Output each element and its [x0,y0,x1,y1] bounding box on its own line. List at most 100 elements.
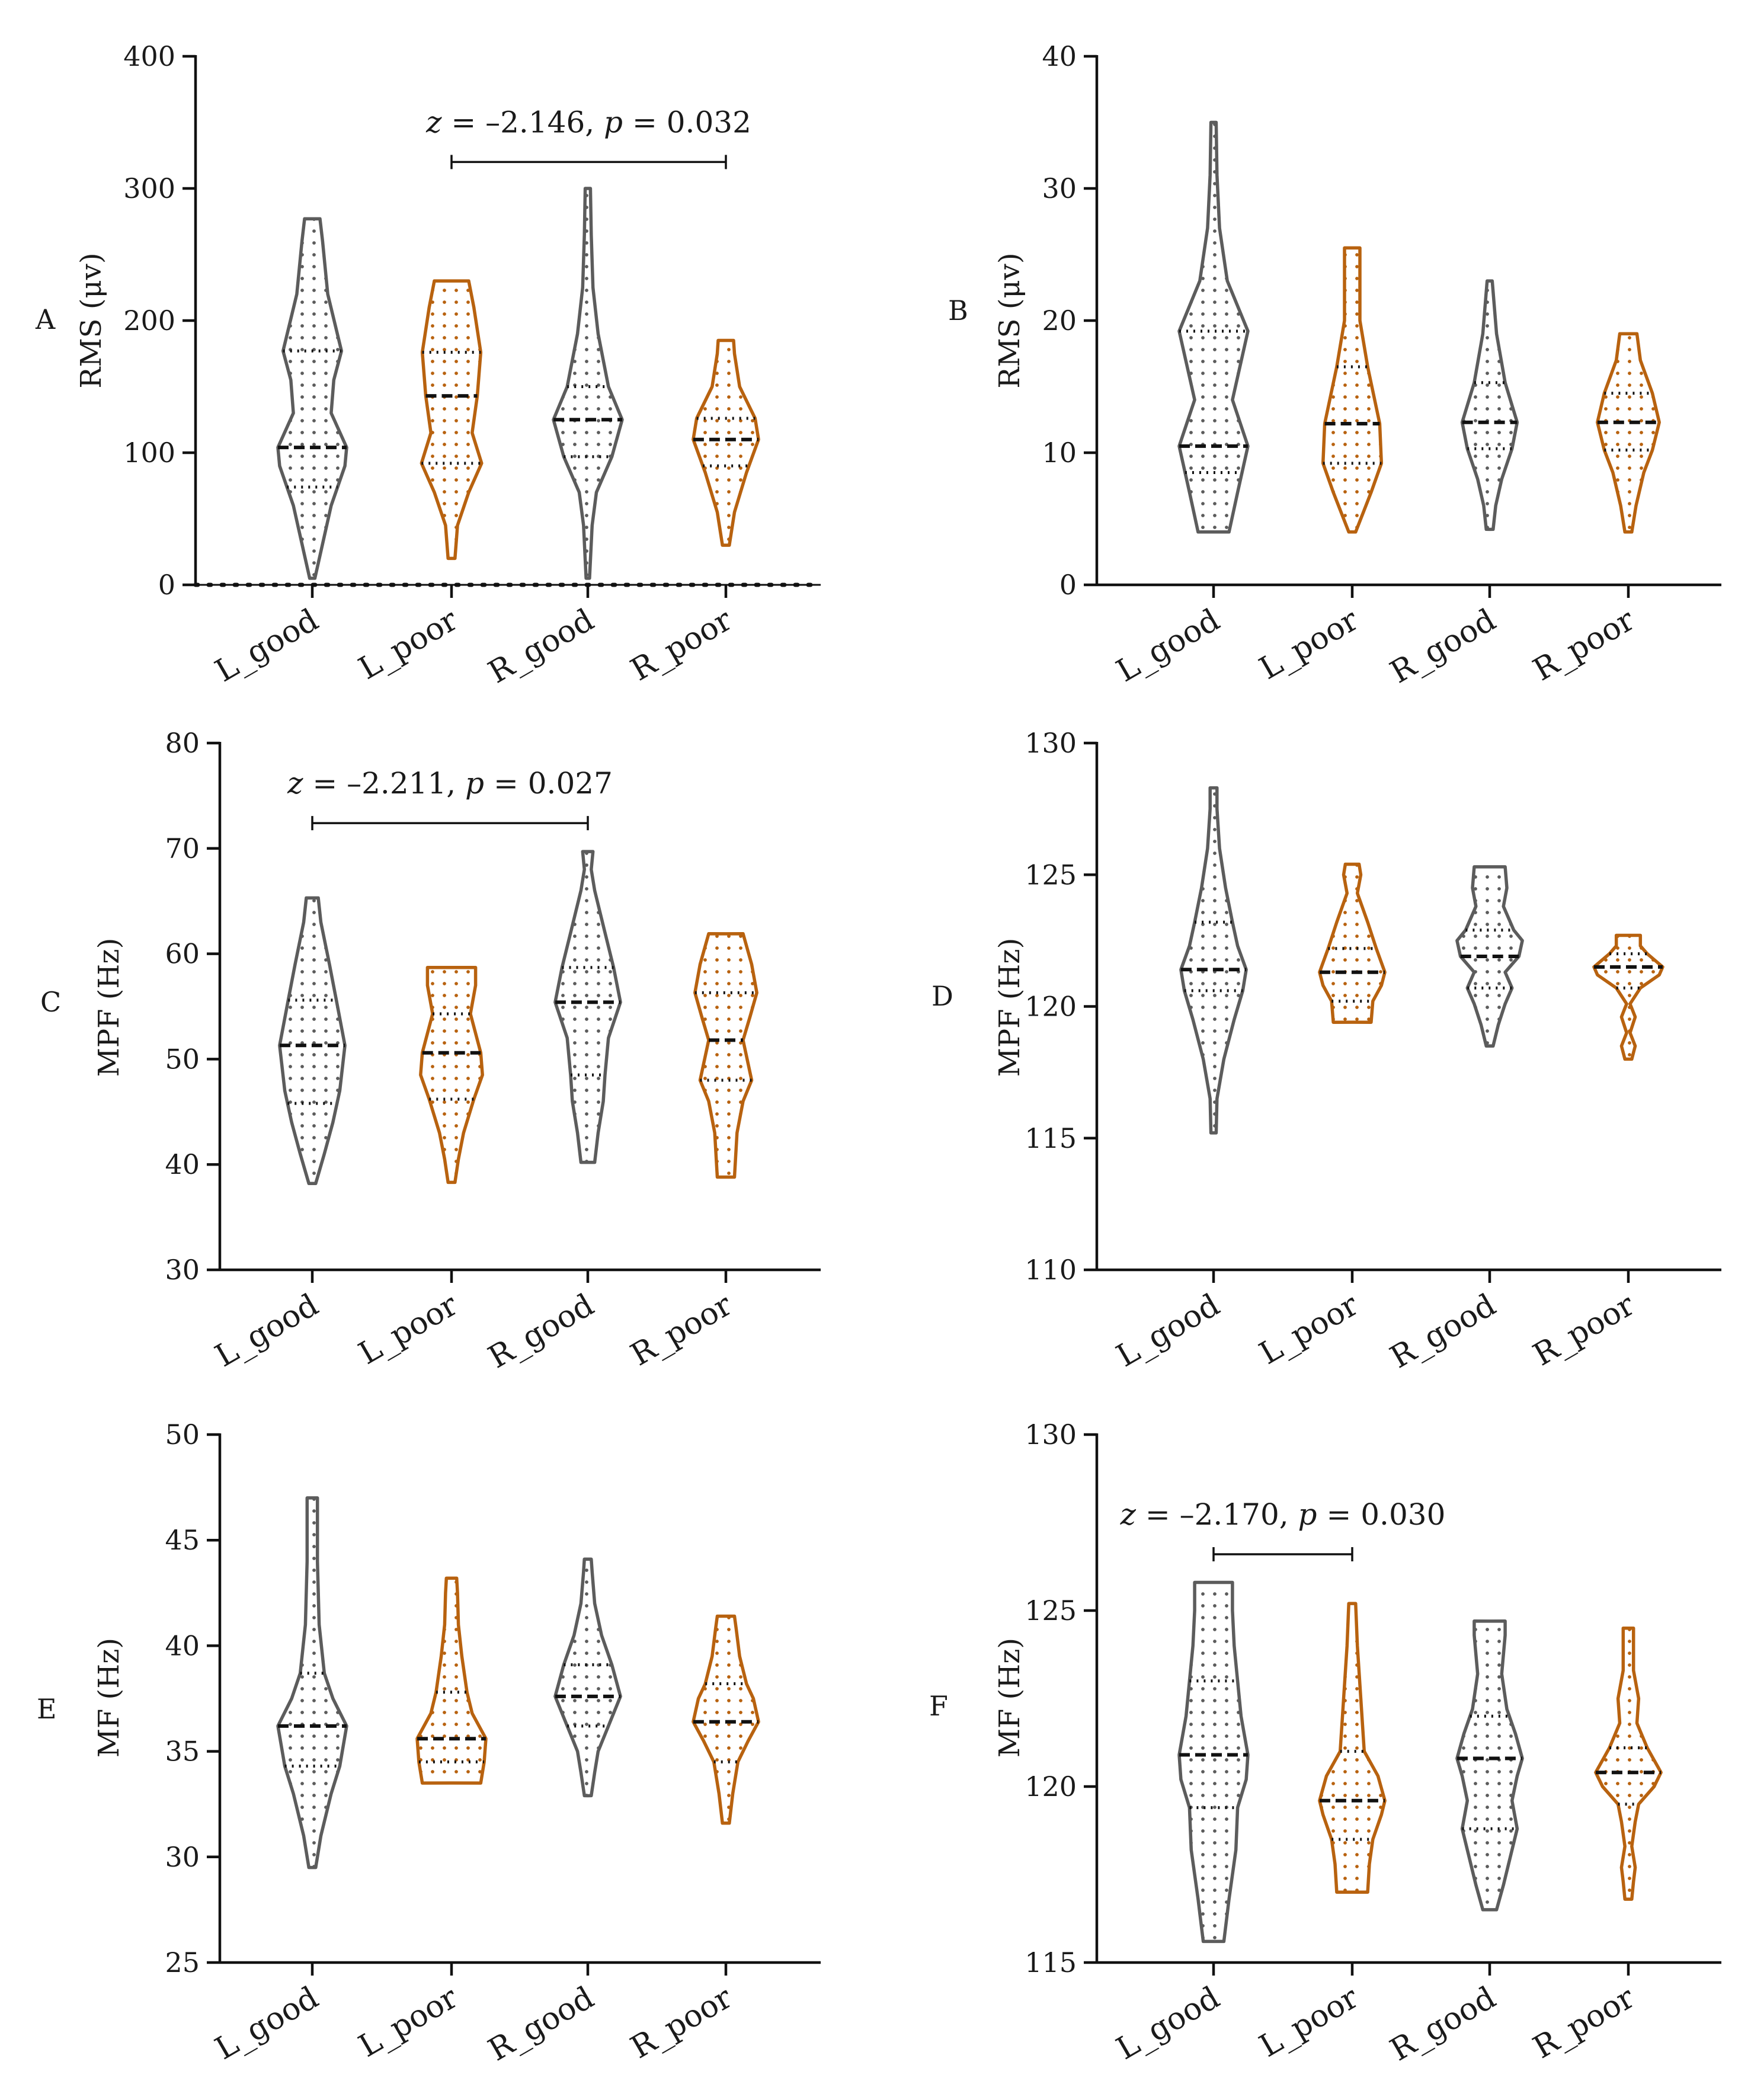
y-tick-label: 125 [1025,859,1077,891]
violin-good [1179,786,1248,1135]
x-category-label: L_good [1110,602,1225,689]
x-category-label: R_good [482,1287,600,1375]
panel-letter: C [40,986,61,1018]
x-category-label: R_poor [1527,602,1640,688]
violin-good [1460,279,1519,532]
y-tick-label: 25 [165,1947,200,1979]
panel-letter: A [35,303,56,335]
y-tick-label: 115 [1025,1947,1077,1979]
y-tick-label: 0 [158,569,175,601]
violin-poor [1594,1626,1663,1901]
panel-f-mf-chart: F 115 120 125 130 MF (Hz) L_good L_poor R_good R… [929,1419,1721,2068]
panel-letter: E [37,1693,57,1725]
violin-good [1177,1580,1250,1944]
y-tick-label: 35 [165,1736,200,1768]
panel-letter: B [948,294,968,326]
y-tick-label: 115 [1025,1122,1077,1154]
x-category-label: L_poor [353,1287,463,1372]
x-category-label: R_poor [625,602,738,688]
y-tick-label: 0 [1059,569,1077,601]
y-axis-title: RMS (μv) [75,252,108,388]
y-tick-label: 40 [165,1148,200,1180]
violin-good [1455,1619,1524,1912]
y-tick-label: 50 [165,1043,200,1075]
violin-poor [1596,332,1661,534]
y-tick-label: 130 [1025,1419,1077,1451]
x-category-label: L_good [1110,1287,1225,1374]
y-tick-label: 120 [1025,1771,1077,1803]
x-category-label: L_poor [1253,602,1364,687]
x-category-label: R_good [482,602,600,690]
violin-poor [1318,1602,1387,1894]
violin-poor [415,1576,488,1785]
y-tick-label: 60 [165,938,200,970]
y-tick-label: 30 [1042,172,1077,204]
y-tick-label: 40 [1042,40,1077,72]
y-axis-title: MF (Hz) [92,1638,126,1758]
violin-good [552,187,624,580]
y-tick-label: 130 [1025,727,1077,759]
violin-poor [420,279,484,561]
y-tick-label: 300 [123,172,175,204]
violin-poor [692,338,760,547]
violin-poor [419,965,484,1185]
significance-label: z = –2.170, p = 0.030 [1120,1497,1446,1532]
x-category-label: L_poor [353,602,463,687]
y-tick-label: 30 [165,1254,200,1286]
violin-good [276,1496,348,1869]
y-tick-label: 125 [1025,1595,1077,1627]
x-category-label: R_good [482,1980,600,2068]
x-category-label: R_poor [625,1287,738,1373]
panel-e-mf-chart: E 25 30 35 40 45 50 MF (Hz) L_good L_poor R_good R… [37,1419,821,2068]
y-tick-label: 10 [1042,437,1077,469]
x-category-label: L_good [209,602,324,689]
y-tick-label: 110 [1025,1254,1077,1286]
y-axis-title: RMS (μv) [993,252,1026,388]
panel-c-mpf-chart: C 30 40 50 60 70 80 MPF (Hz) L_good L_poor R_good… [40,727,821,1375]
y-tick-label: 400 [123,40,175,72]
x-category-label: L_poor [1253,1287,1364,1372]
x-category-label: R_poor [1527,1287,1640,1373]
x-category-label: R_poor [1527,1980,1640,2066]
y-tick-label: 45 [165,1524,200,1556]
panel-a-rms-chart: A 0 100 200 300 400 RMS (μv) L_good L_poor R_goo… [35,40,823,690]
x-category-label: L_good [209,1980,324,2067]
y-tick-label: 30 [165,1841,200,1873]
x-category-label: L_good [209,1287,324,1374]
x-category-label: R_good [1384,602,1502,690]
y-axis-title: MPF (Hz) [993,938,1026,1077]
violin-good [276,217,348,580]
violin-poor [1318,862,1387,1024]
y-tick-label: 100 [123,437,175,469]
panel-b-rms-chart: B 0 10 20 30 40 RMS (μv) L_good L_poor R_good R_p… [948,40,1721,690]
y-axis-title: MPF (Hz) [92,938,126,1077]
violin-poor [1321,246,1384,534]
violin-poor [693,932,758,1179]
y-tick-label: 70 [165,833,200,865]
panel-letter: F [929,1690,948,1722]
y-tick-label: 20 [1042,305,1077,337]
x-category-label: L_good [1110,1980,1225,2067]
x-category-label: L_poor [353,1980,463,2064]
violin-good [278,896,347,1185]
violin-poor [692,1614,760,1825]
violin-good [553,850,622,1164]
y-tick-label: 80 [165,727,200,759]
x-category-label: R_good [1384,1287,1502,1375]
y-tick-label: 50 [165,1419,200,1451]
violin-poor [1592,933,1664,1061]
x-category-label: R_poor [625,1980,738,2066]
significance-label: z = –2.146, p = 0.032 [425,105,751,139]
panel-d-mpf-chart: D 110 115 120 125 130 MPF (Hz) L_good L_poor R_g… [931,727,1721,1375]
y-tick-label: 40 [165,1630,200,1662]
x-category-label: R_good [1384,1980,1502,2068]
y-tick-label: 120 [1025,991,1077,1023]
y-axis-title: MF (Hz) [993,1638,1026,1758]
violin-good [553,1557,622,1798]
x-category-label: L_poor [1253,1980,1364,2064]
significance-label: z = –2.211, p = 0.027 [287,766,613,801]
violin-good [1177,120,1250,534]
y-tick-label: 200 [123,305,175,337]
panel-letter: D [931,980,953,1012]
